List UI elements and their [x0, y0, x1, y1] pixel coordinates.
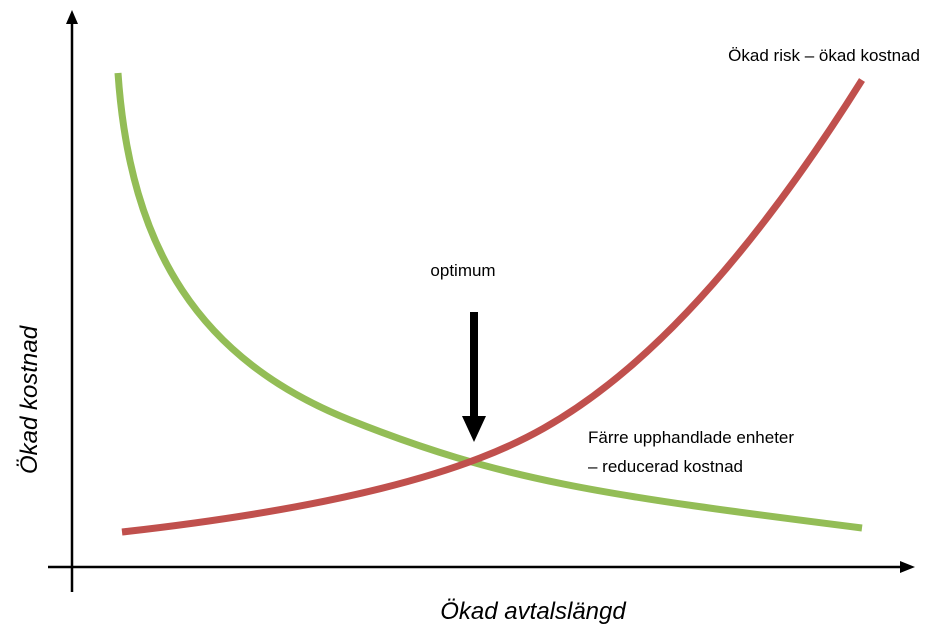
fewer-label-2: – reducerad kostnad: [588, 457, 743, 476]
cost-curve-green: [114, 72, 863, 532]
risk-label: Ökad risk – ökad kostnad: [728, 46, 920, 65]
x-axis-arrow: [900, 561, 915, 573]
optimum-label: optimum: [430, 261, 495, 280]
y-axis-label: Ökad kostnad: [16, 325, 43, 474]
optimum-arrow-head: [462, 416, 486, 442]
y-axis-arrow: [66, 10, 78, 24]
optimum-arrow-shaft: [470, 312, 478, 420]
x-axis-label: Ökad avtalslängd: [440, 598, 626, 625]
fewer-label-1: Färre upphandlade enheter: [588, 428, 794, 447]
cost-curve-red: [121, 78, 865, 536]
